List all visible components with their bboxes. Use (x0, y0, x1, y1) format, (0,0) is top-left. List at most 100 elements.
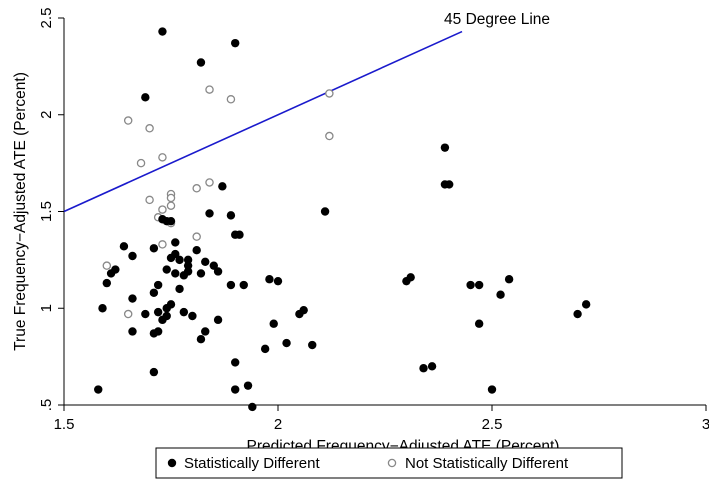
data-point-not-statistically-different (325, 131, 334, 141)
data-point-not-statistically-different (123, 116, 133, 125)
data-point-statistically-different (226, 211, 236, 220)
data-point-statistically-different (282, 338, 291, 348)
data-point-statistically-different (171, 269, 180, 278)
y-tick-label: 1 (38, 304, 55, 312)
data-point-statistically-different (153, 307, 163, 317)
y-tick-label: 2.5 (38, 8, 55, 29)
data-point-statistically-different (102, 278, 112, 288)
data-point-statistically-different (273, 276, 283, 286)
data-point-statistically-different (504, 275, 514, 284)
data-point-not-statistically-different (226, 95, 236, 104)
x-tick-label: 2 (274, 416, 282, 433)
data-point-statistically-different (205, 209, 214, 218)
data-point-statistically-different (158, 27, 167, 36)
data-point-statistically-different (474, 280, 484, 290)
data-point-statistically-different (183, 255, 193, 265)
data-point-statistically-different (231, 358, 240, 367)
y-tick-label: 2 (38, 111, 55, 119)
data-point-statistically-different (196, 58, 206, 67)
data-point-statistically-different (269, 319, 278, 328)
y-axis-ticks: .5 1 1.5 2 2.5 (38, 8, 64, 412)
data-point-statistically-different (158, 315, 167, 325)
data-point-statistically-different (419, 364, 428, 373)
data-point-statistically-different (320, 207, 330, 216)
data-point-statistically-different (474, 319, 484, 328)
legend-marker-statistically-different (167, 458, 177, 468)
data-point-statistically-different (128, 251, 137, 261)
data-point-statistically-different (406, 273, 415, 282)
data-point-statistically-different (141, 309, 150, 319)
data-point-statistically-different (166, 300, 176, 309)
data-point-not-statistically-different (123, 309, 133, 319)
legend-marker-not-statistically-different (387, 458, 397, 468)
data-point-statistically-different (149, 244, 159, 253)
data-point-statistically-different (260, 344, 270, 354)
data-point-statistically-different (94, 385, 103, 394)
data-point-not-statistically-different (102, 261, 112, 270)
data-point-statistically-different (265, 275, 274, 284)
data-point-statistically-different (213, 315, 223, 325)
data-point-not-statistically-different (192, 184, 201, 193)
data-point-statistically-different (218, 182, 227, 191)
y-tick-label: .5 (38, 399, 55, 412)
data-point-statistically-different (171, 238, 180, 247)
data-point-statistically-different (213, 267, 223, 276)
data-point-statistically-different (188, 311, 197, 321)
data-point-not-statistically-different (158, 153, 167, 162)
data-point-statistically-different (440, 143, 450, 152)
data-point-statistically-different (308, 340, 317, 350)
data-point-statistically-different (166, 216, 176, 226)
series-not-statistically-different (102, 85, 334, 319)
data-point-statistically-different (128, 327, 137, 336)
legend-label-not-statistically-different: Not Statistically Different (405, 455, 569, 472)
data-point-statistically-different (149, 329, 159, 338)
x-axis-ticks: 1.5 2 2.5 3 (54, 405, 709, 433)
data-point-statistically-different (235, 230, 244, 239)
data-point-not-statistically-different (145, 195, 154, 205)
reference-line-45-degree (63, 30, 463, 213)
data-point-statistically-different (427, 362, 437, 371)
series-statistically-different (94, 27, 591, 412)
data-point-statistically-different (496, 290, 505, 299)
legend: Statistically Different Not Statisticall… (155, 447, 623, 479)
data-point-statistically-different (243, 381, 253, 390)
data-point-statistically-different (196, 269, 206, 278)
plot-region: 1.5 2 2.5 3 .5 1 1.5 2 2.5 45 Degree Line (38, 8, 709, 433)
data-point-not-statistically-different (205, 85, 214, 94)
data-point-statistically-different (98, 304, 107, 313)
data-point-statistically-different (119, 242, 129, 251)
data-point-not-statistically-different (145, 124, 154, 133)
data-point-statistically-different (196, 335, 206, 344)
data-point-not-statistically-different (166, 193, 176, 203)
data-point-statistically-different (153, 280, 163, 290)
x-tick-label: 3 (702, 416, 709, 433)
data-point-not-statistically-different (136, 158, 146, 168)
data-point-statistically-different (573, 309, 582, 319)
reference-line-label: 45 Degree Line (444, 11, 550, 28)
legend-label-statistically-different: Statistically Different (184, 455, 320, 472)
data-point-statistically-different (201, 257, 210, 267)
data-point-statistically-different (162, 265, 171, 274)
data-point-statistically-different (231, 385, 240, 394)
data-point-not-statistically-different (192, 232, 201, 241)
data-point-not-statistically-different (166, 201, 176, 210)
data-point-statistically-different (179, 307, 189, 317)
y-tick-label: 1.5 (38, 201, 55, 222)
data-point-statistically-different (192, 246, 201, 255)
data-point-statistically-different (141, 93, 150, 102)
data-point-statistically-different (201, 327, 210, 336)
data-point-statistically-different (445, 180, 454, 189)
data-point-statistically-different (487, 385, 497, 394)
data-point-not-statistically-different (325, 89, 334, 98)
data-point-statistically-different (581, 300, 591, 309)
data-point-statistically-different (466, 280, 475, 290)
data-point-statistically-different (149, 367, 159, 377)
data-point-statistically-different (299, 305, 308, 315)
data-point-statistically-different (175, 284, 184, 294)
data-point-statistically-different (183, 261, 193, 270)
data-point-not-statistically-different (158, 205, 167, 214)
data-point-not-statistically-different (158, 240, 167, 249)
data-point-statistically-different (179, 271, 189, 280)
data-point-statistically-different (231, 38, 240, 48)
